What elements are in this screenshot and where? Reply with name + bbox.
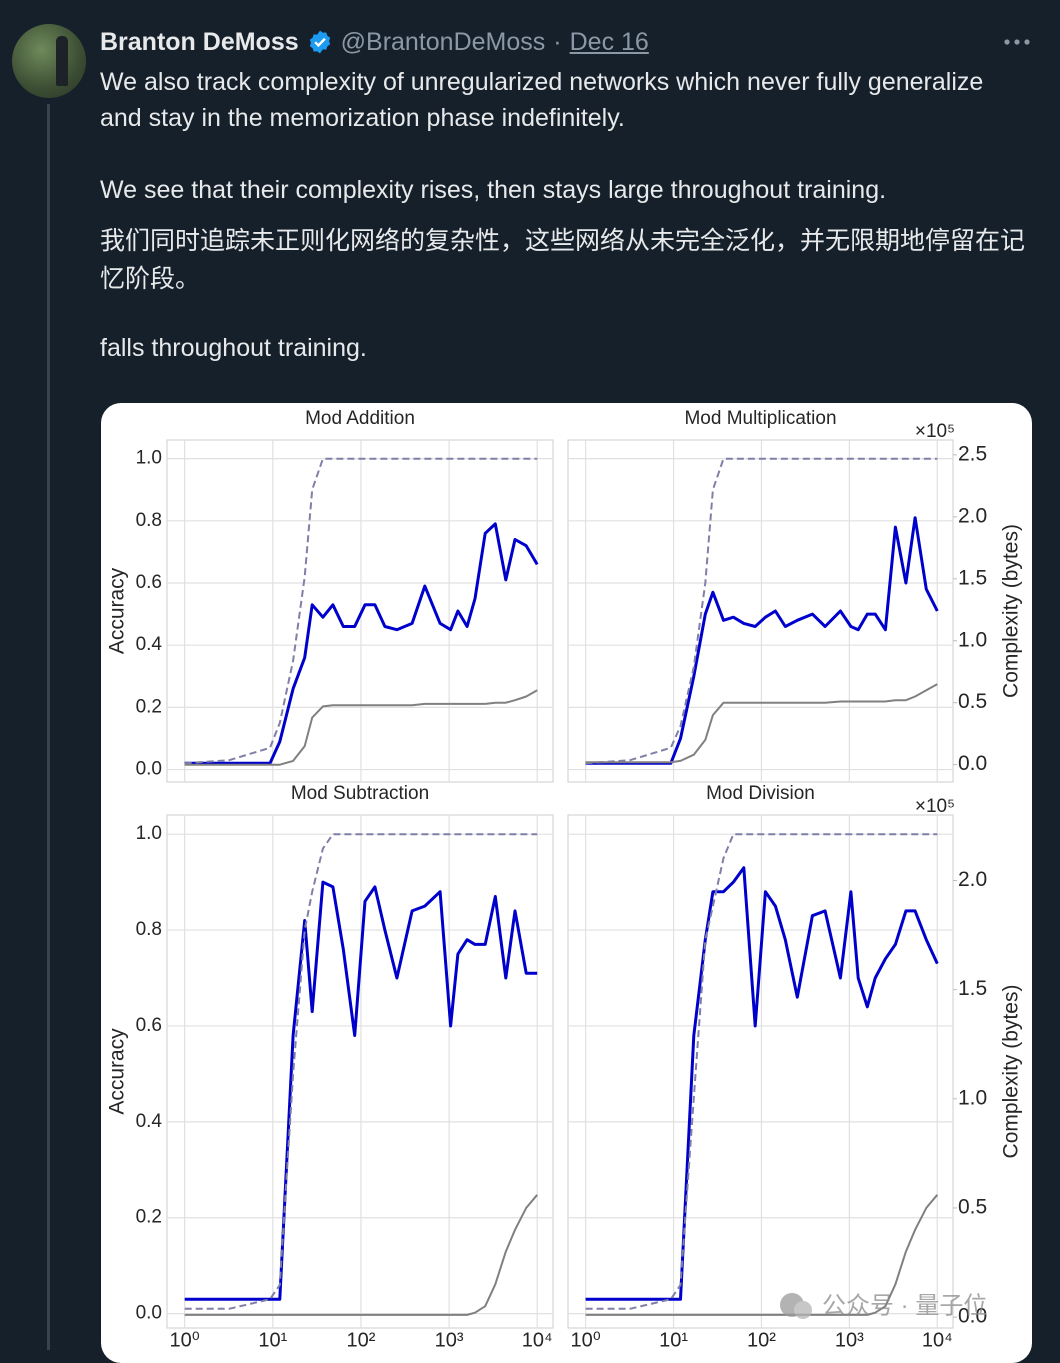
plot-area (567, 439, 954, 783)
axis-multiplier: ×10⁵ (915, 796, 955, 817)
tweet-text: 我们同时追踪未正则化网络的复杂性，这些网络从未完全泛化，并无限期地停留在记忆阶段… (100, 227, 1026, 293)
series-line (585, 683, 938, 764)
x-tick-label: 10² (347, 1329, 376, 1351)
y-tick-label: 0.0 (136, 759, 162, 780)
verified-badge (309, 30, 330, 54)
series-line (585, 516, 939, 765)
panel-title: Mod Addition (305, 408, 415, 429)
y-tick-label: 0.6 (136, 1015, 162, 1036)
axis-multiplier: ×10⁵ (915, 421, 955, 442)
y2-tick-label: 1.5 (958, 566, 987, 589)
more-button[interactable] (1003, 34, 1031, 50)
tweet-header: Branton DeMoss @BrantonDeMoss · Dec 16 (100, 24, 649, 60)
series-line (184, 689, 538, 766)
y-axis-label: Accuracy (106, 1028, 129, 1115)
tweet-text: We see that their complexity rises, then… (100, 176, 887, 204)
series-line (184, 880, 538, 1301)
y2-tick-label: 0.5 (958, 1195, 987, 1218)
y2-axis-label: Complexity (bytes) (1000, 985, 1023, 1159)
y-tick-label: 1.0 (136, 823, 162, 844)
y2-tick-label: 0.0 (958, 752, 987, 775)
y2-tick-label: 1.0 (958, 628, 987, 651)
media-card[interactable]: Mod Addition 0.0 0.2 0.4 0.6 0.8 1.0 Accuracy Mo… (101, 403, 1032, 1363)
y-tick-label: 0.6 (136, 572, 162, 593)
x-tick-label: 10² (747, 1329, 776, 1351)
y-tick-label: 0.2 (136, 696, 162, 717)
panel-title: Mod Division (706, 783, 815, 804)
y2-tick-label: 2.5 (958, 442, 987, 465)
watermark-icon (794, 1301, 812, 1319)
y2-tick-label: 2.0 (958, 868, 987, 891)
plot-area (567, 814, 954, 1329)
y-tick-label: 0.2 (136, 1207, 162, 1228)
x-tick-label: 10⁰ (170, 1329, 200, 1351)
avatar-figure (56, 36, 68, 86)
y2-tick-label: 0.0 (958, 1305, 987, 1328)
y2-tick-label: 1.5 (958, 977, 987, 1000)
plot-area (166, 814, 554, 1329)
panel-title: Mod Multiplication (684, 408, 836, 429)
tweet-text: We also track complexity of unregularize… (100, 68, 984, 132)
plot-area (166, 439, 554, 783)
series-line (184, 1194, 538, 1316)
y2-tick-label: 1.0 (958, 1086, 987, 1109)
y-tick-label: 1.0 (136, 448, 162, 469)
x-tick-label: 10⁴ (522, 1329, 553, 1351)
author-name[interactable]: Branton DeMoss (100, 27, 299, 56)
panel-title: Mod Subtraction (291, 783, 429, 804)
series-line (184, 522, 539, 765)
author-handle[interactable]: @BrantonDeMoss (340, 27, 546, 56)
figure: Mod Addition 0.0 0.2 0.4 0.6 0.8 1.0 Accuracy Mo… (106, 408, 1023, 1351)
y-tick-label: 0.4 (136, 1111, 163, 1132)
x-tick-label: 10³ (835, 1329, 864, 1351)
separator: · (553, 27, 562, 56)
avatar[interactable] (12, 24, 86, 98)
series-line (585, 457, 938, 765)
y2-tick-label: 0.5 (958, 690, 987, 713)
watermark: 公众号 · 量子位 (780, 1292, 987, 1319)
thread-line (47, 104, 50, 1350)
y-tick-label: 0.8 (136, 510, 162, 531)
tweet-text: falls throughout training. (100, 334, 367, 362)
series-line (184, 833, 538, 1310)
series-line (585, 866, 939, 1301)
watermark-text: 公众号 · 量子位 (822, 1292, 987, 1319)
y-tick-label: 0.0 (136, 1303, 162, 1324)
series-line (585, 833, 938, 1310)
x-tick-label: 10⁴ (922, 1329, 953, 1351)
y2-tick-label: 2.0 (958, 504, 987, 527)
x-tick-label: 10¹ (258, 1329, 287, 1351)
y-tick-label: 0.4 (136, 634, 163, 655)
x-tick-label: 10³ (435, 1329, 464, 1351)
tweet-date[interactable]: Dec 16 (569, 27, 649, 56)
y-axis-label: Accuracy (106, 567, 129, 654)
y-tick-label: 0.8 (136, 919, 162, 940)
y2-axis-label: Complexity (bytes) (1000, 524, 1023, 698)
x-tick-label: 10⁰ (571, 1329, 601, 1351)
x-tick-label: 10¹ (659, 1329, 688, 1351)
